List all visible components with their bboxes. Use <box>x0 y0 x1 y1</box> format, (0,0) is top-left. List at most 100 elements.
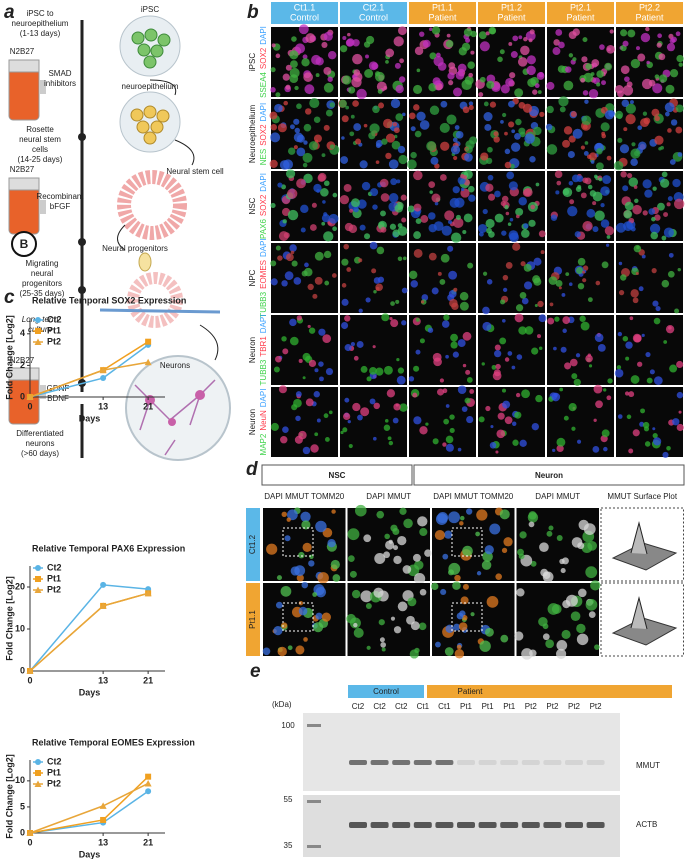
cell <box>642 111 648 116</box>
cell <box>556 444 564 453</box>
cell <box>269 159 278 168</box>
cell <box>298 551 305 559</box>
cell <box>463 213 473 223</box>
cell <box>638 141 647 151</box>
column-group: Patient <box>566 12 595 22</box>
cell <box>528 511 537 520</box>
cell <box>408 112 416 120</box>
cell <box>308 560 315 567</box>
y-tick-label: 10 <box>15 623 25 633</box>
cell <box>385 60 389 64</box>
cell <box>303 72 313 82</box>
cell <box>521 229 530 238</box>
legend-marker <box>35 759 41 765</box>
cell <box>447 72 455 80</box>
cell <box>460 515 465 521</box>
cell <box>562 316 571 325</box>
y-tick-label: 0 <box>20 665 25 675</box>
cell <box>482 321 492 331</box>
cell <box>353 123 362 131</box>
cell <box>508 121 515 128</box>
stain-label: SSEA4 SOX2 DAPI <box>259 26 268 98</box>
cell <box>282 426 289 434</box>
cell <box>383 424 391 432</box>
cell <box>482 271 488 276</box>
cell <box>394 204 403 213</box>
cell <box>393 555 402 565</box>
cell <box>634 198 639 204</box>
cell <box>341 258 349 266</box>
cell <box>407 597 417 607</box>
cell <box>332 226 337 232</box>
cell <box>390 319 399 328</box>
cell <box>504 357 510 362</box>
cell <box>617 113 623 120</box>
cell <box>454 574 461 582</box>
cell <box>457 447 462 452</box>
cell <box>623 221 633 232</box>
cell <box>575 186 582 192</box>
cell <box>393 403 401 411</box>
cell <box>572 57 577 62</box>
lane-label: Pt2 <box>568 702 581 711</box>
cell <box>603 446 608 452</box>
cell <box>287 147 296 155</box>
cell <box>372 204 378 210</box>
row-tag <box>246 508 260 581</box>
cell <box>440 588 447 596</box>
band <box>457 822 475 828</box>
cell <box>301 58 310 67</box>
cell <box>315 57 324 66</box>
cell <box>630 148 641 159</box>
cell <box>266 543 278 555</box>
cell <box>533 277 542 286</box>
legend-label: Ct2 <box>47 314 62 324</box>
cell <box>328 213 339 224</box>
cell <box>499 49 505 55</box>
cell <box>323 66 332 75</box>
cell <box>588 89 599 99</box>
cell <box>437 512 449 524</box>
factor: Recombinant <box>36 192 84 201</box>
cell <box>533 257 542 266</box>
cell <box>385 540 395 550</box>
cell <box>592 191 603 202</box>
band <box>521 760 540 765</box>
cell <box>503 537 513 547</box>
cell <box>318 328 326 336</box>
x-tick-label: 21 <box>143 401 153 411</box>
cell <box>376 246 385 255</box>
cell <box>522 103 533 113</box>
cell <box>314 251 324 261</box>
cell <box>546 105 554 114</box>
cell <box>537 300 544 308</box>
cell <box>428 223 437 233</box>
cell <box>563 415 569 421</box>
micrograph-texture <box>270 244 337 299</box>
cell <box>672 418 680 426</box>
cell <box>298 358 303 363</box>
cell <box>510 142 521 152</box>
cell <box>630 100 634 105</box>
band <box>500 760 519 765</box>
cell <box>410 621 420 631</box>
cell <box>570 611 581 622</box>
cell <box>275 601 283 609</box>
micrograph <box>271 387 338 457</box>
cell-label: Neural progenitors <box>102 244 168 253</box>
cell <box>399 507 407 515</box>
zoom-box <box>282 527 314 557</box>
cell <box>553 39 560 46</box>
cell <box>572 28 580 36</box>
cell <box>454 197 465 208</box>
cell <box>462 583 469 590</box>
cell <box>520 261 526 267</box>
cell <box>294 435 303 444</box>
cell <box>293 145 298 150</box>
legend-label: Pt2 <box>47 584 61 594</box>
cell <box>633 244 642 253</box>
cell <box>600 122 610 132</box>
cell <box>396 375 406 385</box>
group-label: Control <box>373 687 399 696</box>
cell <box>429 190 433 194</box>
